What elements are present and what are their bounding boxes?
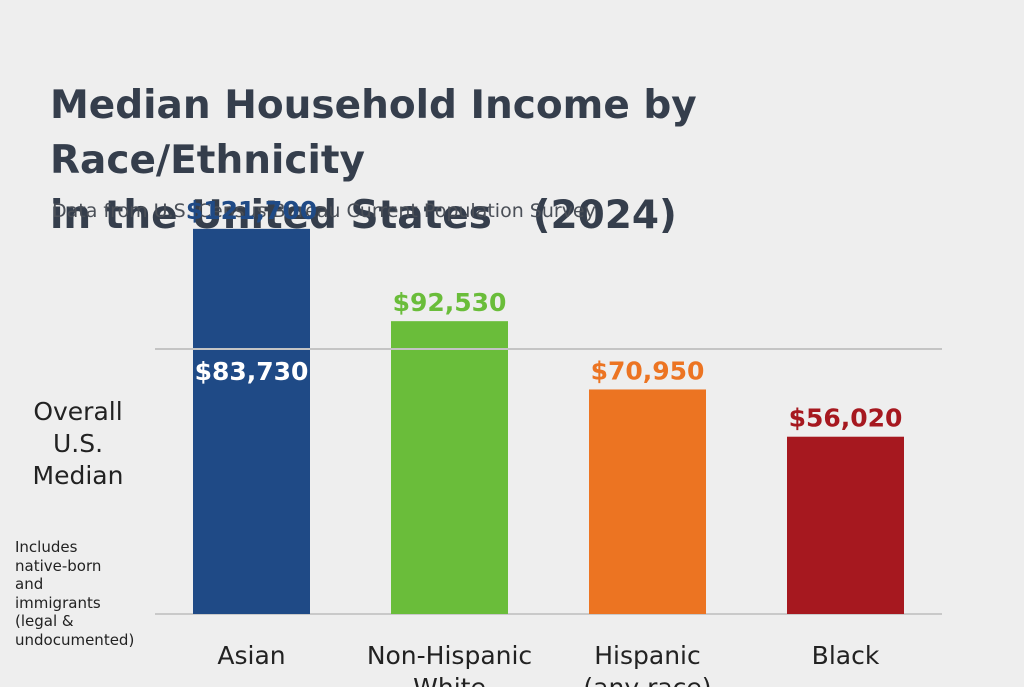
note-line: immigrants — [15, 593, 101, 612]
bar — [193, 228, 310, 615]
median-value-label: $83,730 — [195, 357, 309, 386]
bar — [589, 389, 706, 614]
bar-value-label: $56,020 — [789, 404, 903, 433]
median-label-line: U.S. — [52, 429, 104, 458]
chart-title-line-1: Median Household Income by Race/Ethnicit… — [50, 83, 697, 183]
median-label-line: Median — [32, 461, 124, 490]
bar — [391, 321, 508, 614]
category-label: Non-Hispanic — [367, 641, 532, 670]
bar-value-label: $70,950 — [591, 356, 705, 385]
note-line: (legal & — [15, 612, 74, 630]
note-line: native-born — [15, 556, 102, 575]
category-label: Asian — [217, 641, 285, 670]
median-label: Overall U.S. Median — [14, 396, 142, 492]
category-label: (any race) — [583, 673, 711, 687]
bar-value-label: $121,700 — [186, 196, 317, 225]
chart-subtitle: Data from U.S. Census Bureau Current Pop… — [52, 200, 596, 222]
category-label: White — [413, 673, 486, 687]
note-line: undocumented) — [15, 630, 135, 649]
bar — [787, 436, 904, 614]
median-label-line: Overall — [33, 397, 123, 426]
note-line: Includes — [15, 538, 78, 556]
population-note: Includes native-born and immigrants (leg… — [15, 538, 155, 649]
category-label: Black — [812, 641, 880, 670]
bar-value-label: $92,530 — [393, 288, 507, 317]
note-line: and — [15, 575, 44, 593]
category-label: Hispanic — [594, 641, 701, 670]
